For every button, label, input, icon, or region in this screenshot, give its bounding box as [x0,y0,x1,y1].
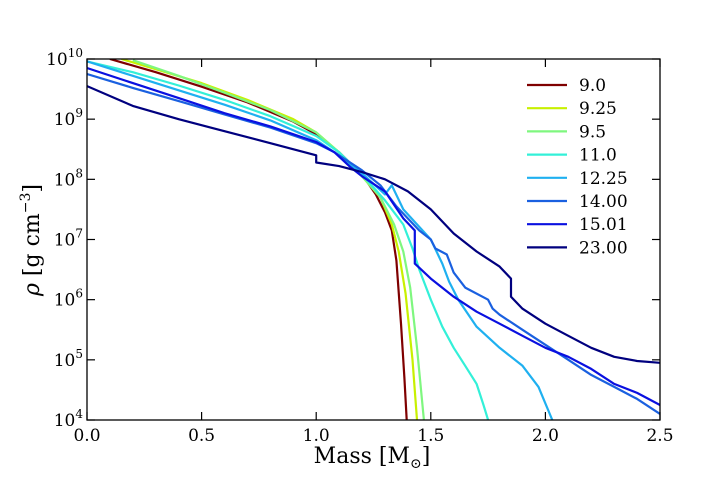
legend-label: 15.01 [579,215,628,235]
series-line-5 [87,72,660,415]
x-tick-label: 0.0 [73,426,100,446]
legend: 9.0 9.25 9.5 11.0 12.25 14.00 15.01 23.00 [527,76,628,258]
x-tick-label: 1.5 [417,426,444,446]
x-tick-label: 2.0 [532,426,559,446]
series-line-1 [121,59,419,420]
y-tick-label: 1010 [46,46,83,70]
y-tick-label: 106 [54,287,83,311]
ticks-layer: 0.0 0.5 1.0 1.5 2.0 2.5 104 105 106 107 108 109 1010 [46,46,673,446]
x-tick-label: 1.0 [303,426,330,446]
series-line-4 [87,60,554,420]
series-line-6 [87,66,660,406]
y-axis-label: ρ [g cm−3] [18,184,45,297]
series-layer [87,59,660,420]
legend-label: 11.0 [579,146,617,166]
legend-label: 12.25 [579,169,628,189]
y-tick-label: 108 [54,166,83,190]
legend-label: 9.0 [579,76,606,96]
series-line-2 [132,59,425,420]
y-tick-label: 109 [54,106,83,130]
x-tick-label: 2.5 [646,426,673,446]
y-tick-label: 105 [54,347,83,371]
legend-label: 14.00 [579,192,628,212]
legend-label: 9.25 [579,99,617,119]
legend-label: 9.5 [579,122,606,142]
x-axis-label: Mass [M⊙] [314,444,431,472]
y-tick-label: 104 [54,407,84,431]
plot-frame [86,58,661,421]
series-line-7 [87,85,660,364]
x-tick-label: 0.5 [188,426,215,446]
legend-label: 23.00 [579,238,628,258]
series-line-3 [87,60,490,420]
y-tick-label: 107 [54,227,83,251]
